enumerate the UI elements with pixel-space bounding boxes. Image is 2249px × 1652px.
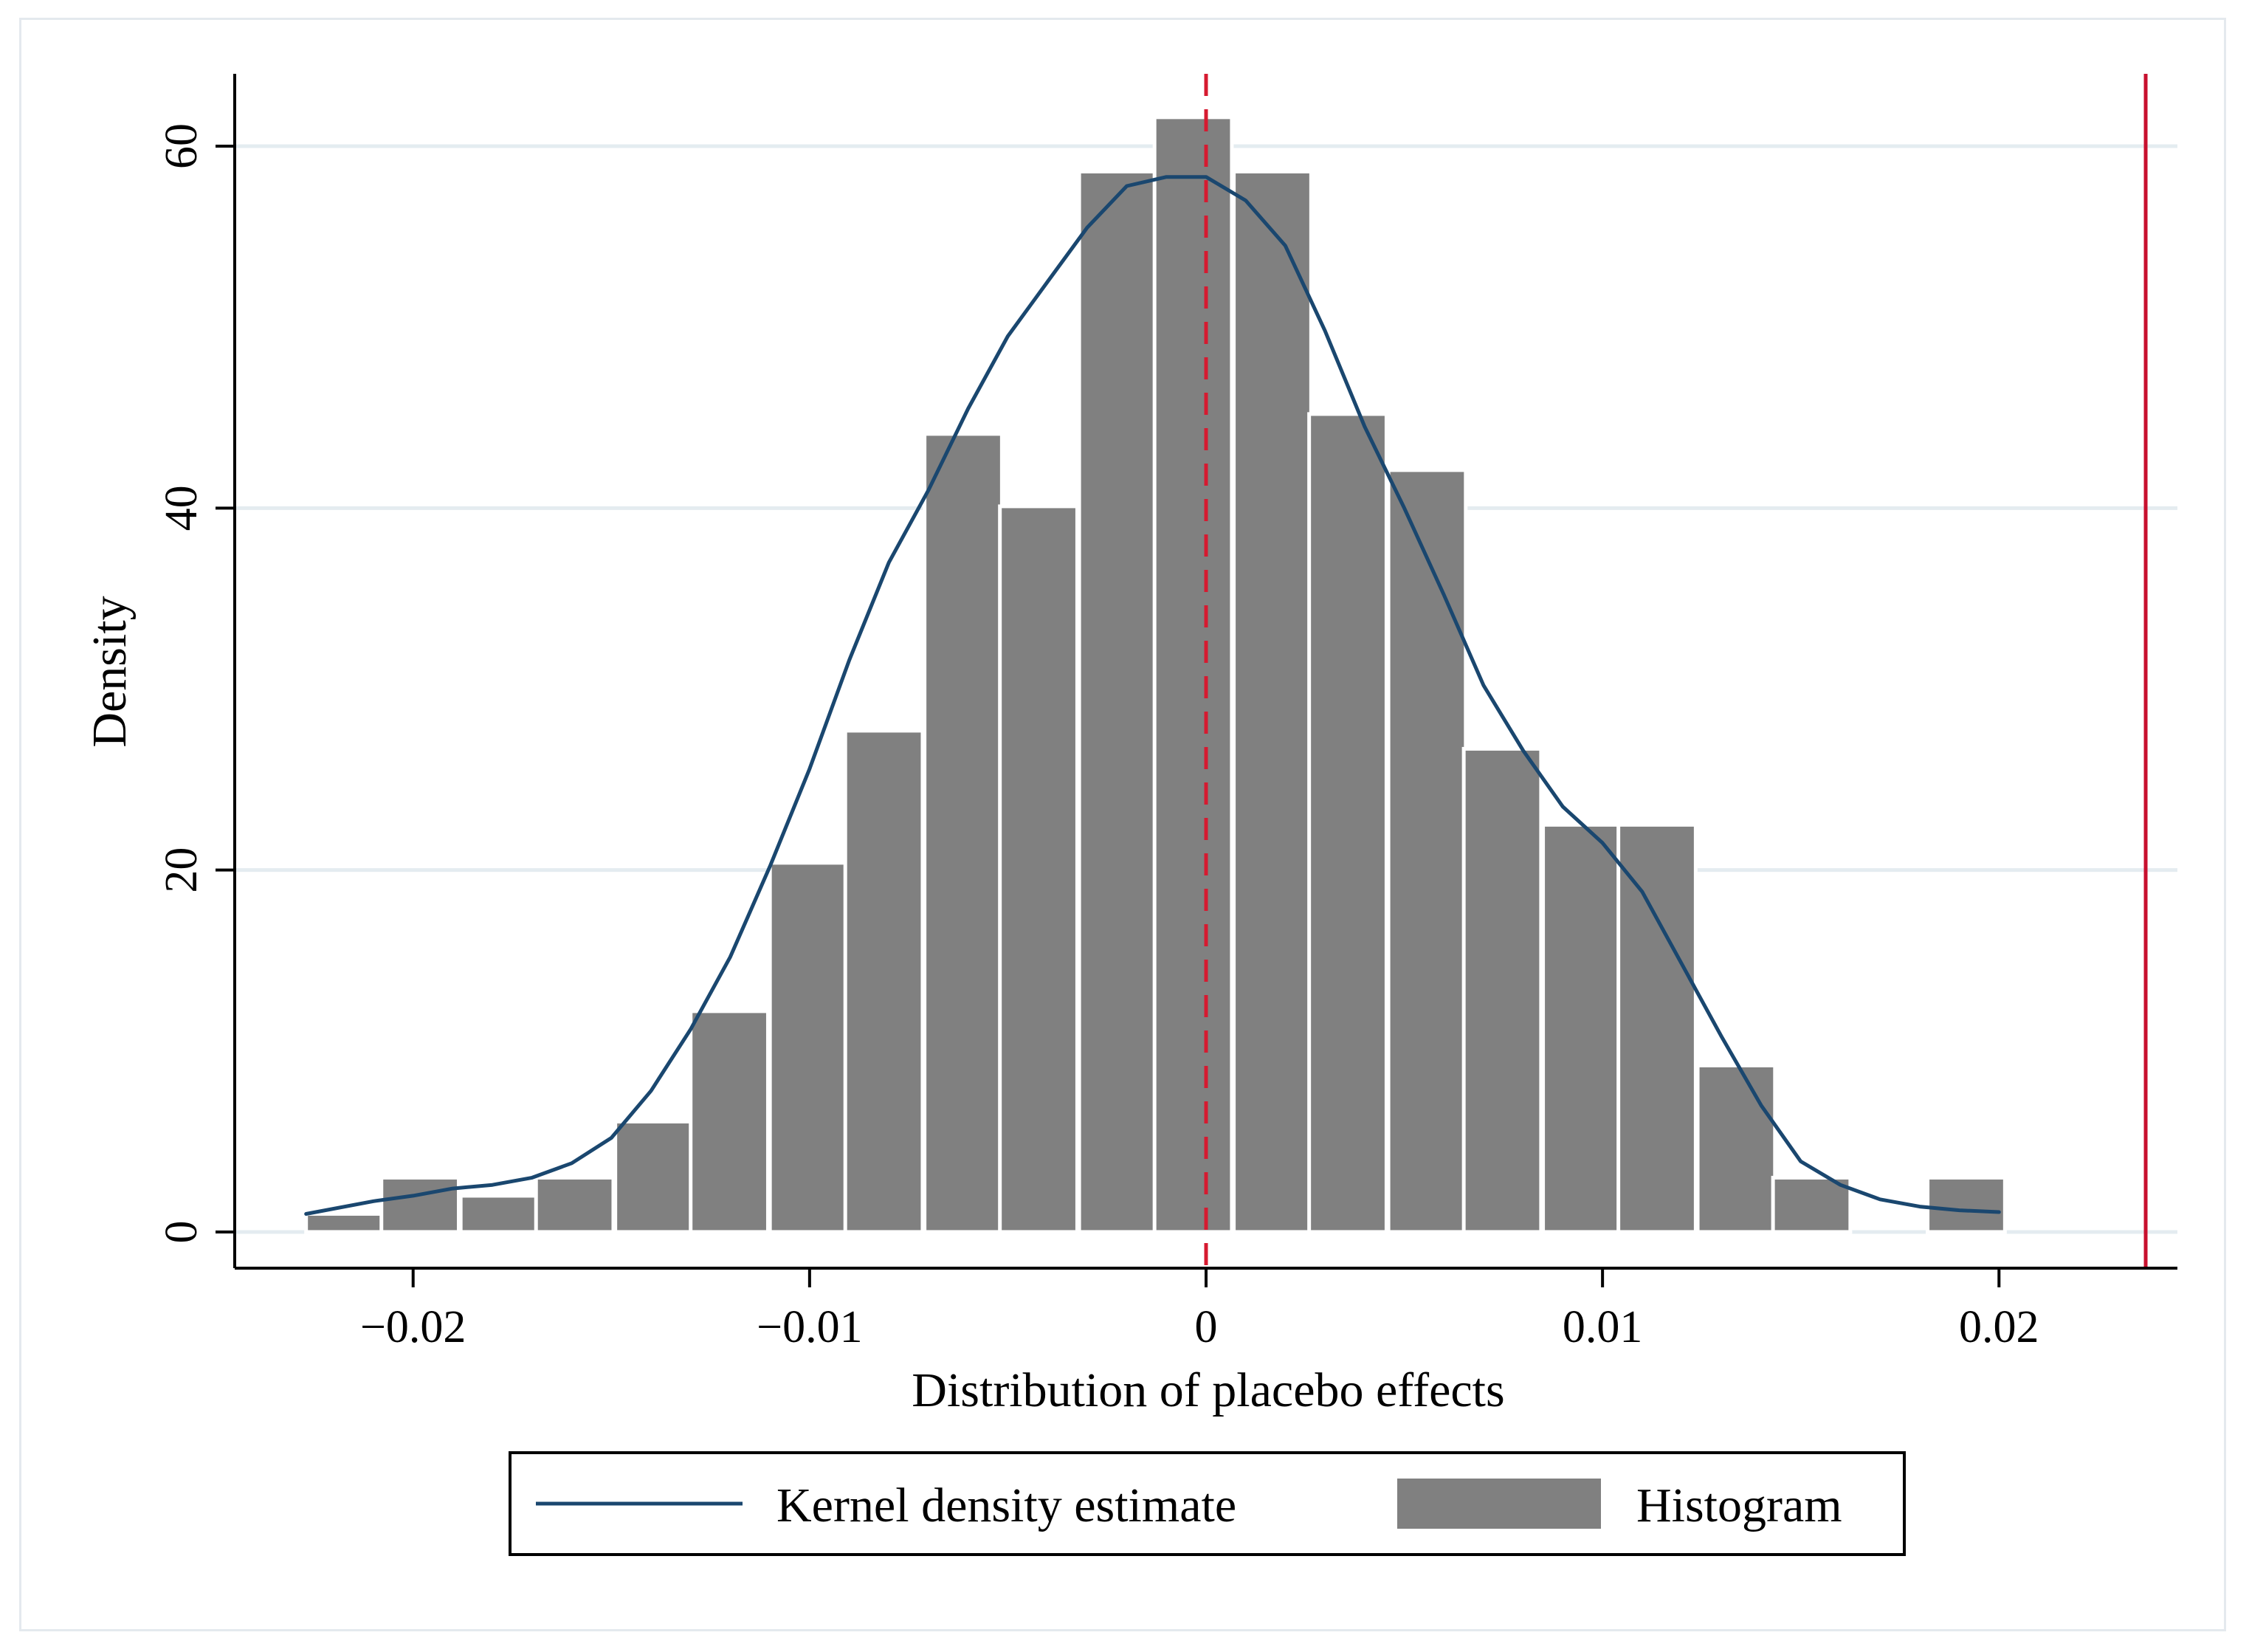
histogram-bar [1232,169,1313,1234]
histogram-bar [1695,1063,1777,1234]
histogram-bars [304,115,2007,1234]
histogram-bar [1386,468,1468,1234]
histogram-bar [1077,169,1159,1234]
histogram-bar [534,1175,616,1234]
histogram-bar [1541,822,1622,1234]
y-axis-title: Density [83,596,137,747]
histogram-bar [998,504,1079,1234]
histogram-bar [768,861,850,1234]
legend-histogram-label: Histogram [1636,1479,1842,1532]
y-tick-label: 20 [156,847,207,893]
x-tick-label: 0 [1195,1302,1218,1352]
histogram-bar [458,1194,540,1234]
histogram-bar [304,1211,385,1234]
tick-labels: −0.02 −0.01 0 0.01 0.02 0 20 40 60 [156,123,2039,1352]
histogram-bar [1461,746,1543,1234]
x-tick-label: 0.01 [1563,1302,1643,1352]
legend: Kernel density estimate Histogram [509,1451,1906,1556]
legend-kde-label: Kernel density estimate [776,1479,1236,1532]
histogram-bar [1771,1175,1853,1234]
histogram-bar [1307,412,1388,1234]
x-tick-label: −0.01 [757,1302,862,1352]
histogram-bar [843,729,925,1234]
histogram-bar [1152,115,1234,1234]
axes [216,74,2177,1287]
histogram-bar [1616,822,1698,1234]
y-tick-label: 0 [156,1220,207,1243]
histogram-bar [613,1119,695,1234]
legend-histogram-swatch [1397,1479,1601,1529]
histogram-bar [379,1175,461,1234]
kde-curve [304,175,2001,1216]
y-tick-label: 40 [156,485,207,531]
histogram-bar [923,432,1004,1234]
y-tick-label: 60 [156,123,207,169]
reference-lines [1204,74,2148,1268]
kde-layer [304,175,2001,1216]
x-tick-label: −0.02 [360,1302,466,1352]
histogram-bar [1926,1175,2007,1234]
x-tick-label: 0.02 [1959,1302,2039,1352]
histogram-bar [689,1009,770,1234]
x-axis-title: Distribution of placebo effects [912,1363,1504,1417]
